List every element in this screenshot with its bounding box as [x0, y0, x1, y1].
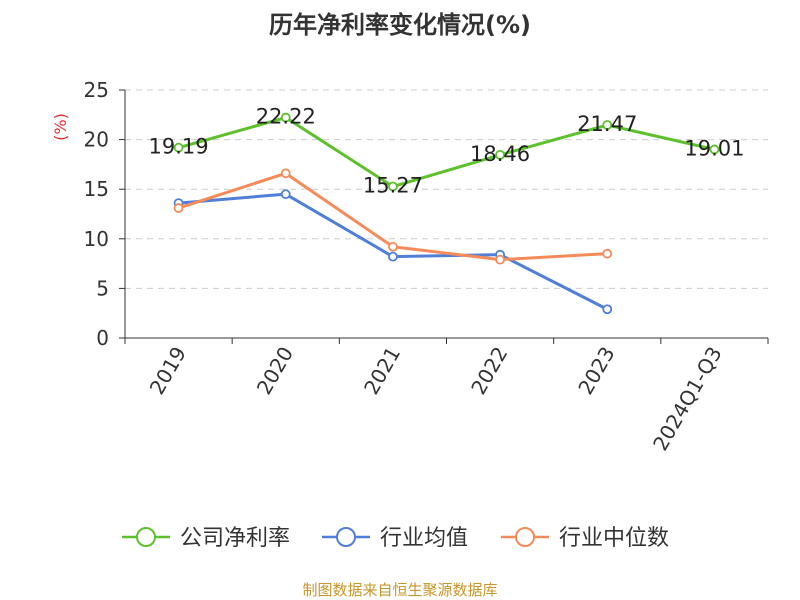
- x-tick-label: 2020: [252, 343, 298, 399]
- data-point: [173, 203, 184, 213]
- x-tick-label: 2023: [573, 343, 619, 399]
- data-point: [280, 112, 291, 123]
- data-point: [602, 304, 613, 315]
- data-label: 19.01: [684, 136, 744, 160]
- y-tick-label: 5: [96, 276, 109, 300]
- legend-swatch-marker: [515, 527, 535, 547]
- data-point: [280, 168, 291, 179]
- legend-label: 公司净利率: [180, 526, 290, 551]
- legend-swatch-marker: [136, 527, 156, 547]
- data-label: 15.27: [363, 174, 423, 198]
- legend: 公司净利率 行业均值 行业中位数: [122, 526, 669, 551]
- data-label: 21.47: [577, 112, 637, 136]
- data-label: 22.22: [256, 105, 316, 129]
- x-tick-label: 2021: [359, 343, 405, 399]
- grid-lines: [125, 89, 768, 289]
- y-tick-label: 15: [84, 177, 109, 201]
- x-tick-label: 2024Q1-Q3: [648, 343, 727, 455]
- data-point: [388, 241, 398, 252]
- y-tick-label: 10: [84, 227, 109, 251]
- data-point: [280, 189, 291, 200]
- y-tick-label: 0: [96, 326, 109, 350]
- legend-label: 行业中位数: [559, 526, 669, 551]
- legend-swatch-marker: [336, 527, 356, 547]
- data-point: [709, 144, 720, 155]
- y-tick-label: 20: [84, 128, 109, 152]
- series-line: [178, 192, 608, 311]
- data-point: [602, 120, 613, 130]
- data-point: [388, 251, 398, 262]
- chart-title: 历年净利率变化情况(%): [269, 11, 531, 39]
- y-tick-label: 25: [84, 78, 109, 102]
- data-point: [388, 181, 398, 192]
- data-point: [602, 248, 613, 259]
- source-note: 制图数据来自恒生聚源数据库: [302, 581, 497, 599]
- y-axis-label: (%): [51, 113, 70, 141]
- data-label: 18.46: [470, 142, 530, 166]
- data-point: [495, 149, 505, 160]
- series-line: [178, 116, 715, 189]
- series-lines: [173, 112, 720, 315]
- data-point: [173, 142, 184, 153]
- data-point: [495, 254, 505, 265]
- legend-label: 行业均值: [380, 526, 468, 551]
- x-tick-label: 2019: [145, 343, 191, 399]
- data-label: 19.19: [149, 135, 209, 159]
- data-labels: 19.19 22.22 15.27 18.46 21.47 19.01: [149, 105, 745, 198]
- x-tick-label: 2022: [466, 343, 512, 399]
